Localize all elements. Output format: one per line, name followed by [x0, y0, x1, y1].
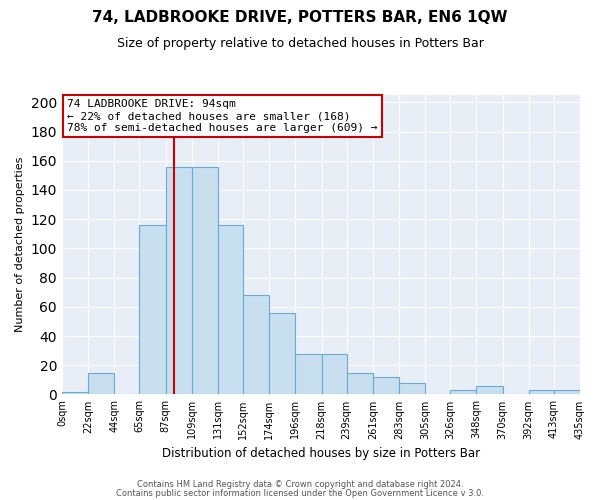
Y-axis label: Number of detached properties: Number of detached properties	[15, 157, 25, 332]
Text: 74 LADBROOKE DRIVE: 94sqm
← 22% of detached houses are smaller (168)
78% of semi: 74 LADBROOKE DRIVE: 94sqm ← 22% of detac…	[67, 100, 377, 132]
Bar	[295, 354, 322, 395]
Bar	[373, 377, 399, 394]
X-axis label: Distribution of detached houses by size in Potters Bar: Distribution of detached houses by size …	[162, 447, 480, 460]
Bar	[88, 372, 115, 394]
Bar	[399, 382, 425, 394]
Bar	[166, 166, 192, 394]
Text: Size of property relative to detached houses in Potters Bar: Size of property relative to detached ho…	[116, 38, 484, 51]
Bar	[62, 392, 88, 394]
Bar	[269, 312, 295, 394]
Bar	[243, 295, 269, 394]
Text: Contains public sector information licensed under the Open Government Licence v : Contains public sector information licen…	[116, 488, 484, 498]
Bar	[554, 390, 580, 394]
Text: Contains HM Land Registry data © Crown copyright and database right 2024.: Contains HM Land Registry data © Crown c…	[137, 480, 463, 489]
Bar	[347, 372, 373, 394]
Bar	[529, 390, 554, 394]
Bar	[218, 225, 243, 394]
Bar	[450, 390, 476, 394]
Bar	[322, 354, 347, 395]
Bar	[192, 166, 218, 394]
Text: 74, LADBROOKE DRIVE, POTTERS BAR, EN6 1QW: 74, LADBROOKE DRIVE, POTTERS BAR, EN6 1Q…	[92, 10, 508, 25]
Bar	[476, 386, 503, 394]
Bar	[139, 225, 166, 394]
